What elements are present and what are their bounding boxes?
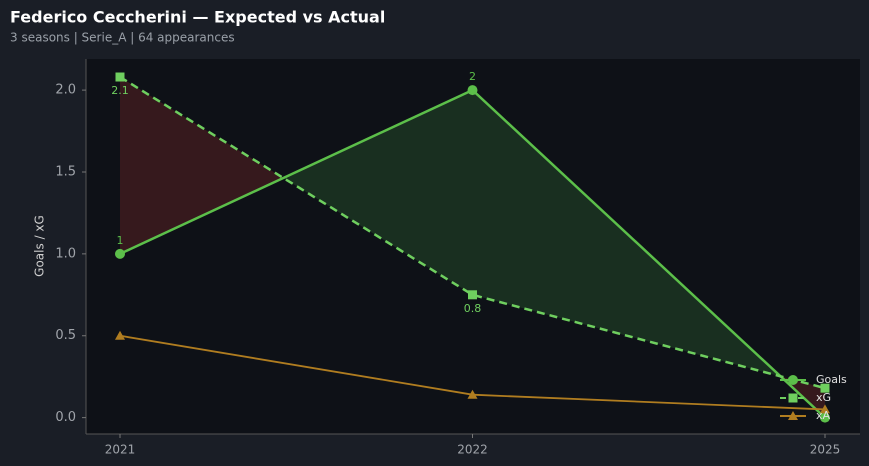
marker [115,330,125,340]
y-tick-label: 1.5 [55,164,76,179]
marker [820,404,830,414]
marker [467,85,478,96]
plot-area [86,59,860,434]
difference-area [120,77,284,254]
x-tick-label: 2021 [105,443,136,457]
chart-title: Federico Ceccherini — Expected vs Actual [10,8,385,27]
y-tick-label: 2.0 [55,83,76,98]
y-tick-label: 1.0 [55,246,76,261]
marker [115,248,125,259]
data-label: 0.8 [464,302,482,315]
data-label: 2 [469,70,476,83]
y-axis-label: Goals / xG [33,215,47,277]
y-tick-label: 0.5 [55,328,76,343]
marker [115,72,125,82]
legend-label: Goals [816,373,847,386]
x-tick-label: 2022 [457,443,488,457]
y-tick-label: 0.0 [55,410,76,425]
marker [788,375,798,385]
legend-label: xA [816,409,831,422]
marker [788,411,798,420]
marker [788,393,798,403]
series-line [119,75,826,390]
marker [468,290,477,300]
data-label: 1 [117,234,124,247]
data-label: 2.1 [111,84,129,97]
chart-subtitle: 3 seasons | Serie_A | 64 appearances [10,31,235,45]
x-tick-label: 2025 [810,443,841,457]
marker [467,389,478,399]
difference-area [283,90,473,295]
legend-label: xG [816,391,831,404]
marker [820,412,830,423]
marker [820,383,830,393]
